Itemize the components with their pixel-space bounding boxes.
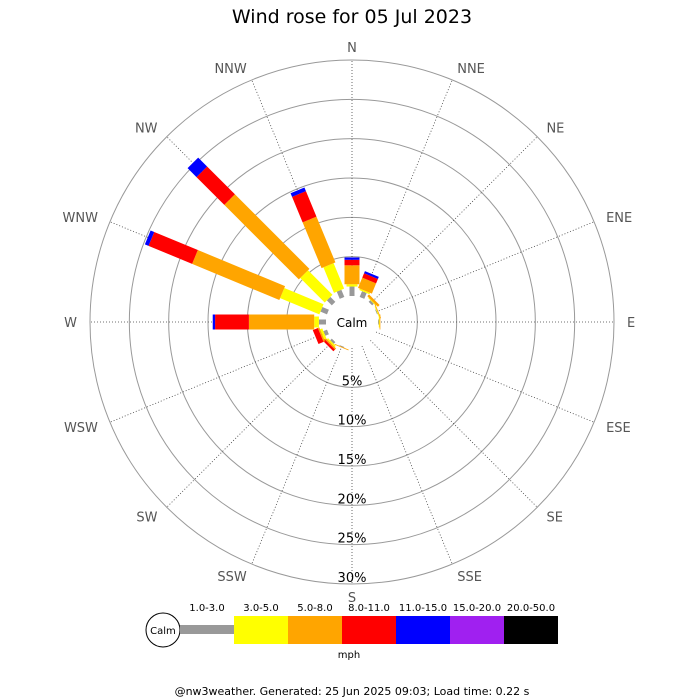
bar-NW-1.0-3.0 [326, 296, 336, 306]
direction-labels: N NNE NE ENE E ESE SE SSE S SSW SW WSW W WNW NW NNW [62, 41, 635, 606]
bar-NW-5.0-8.0 [224, 194, 310, 280]
calm-center: Calm [326, 296, 378, 348]
legend-label-15.0-20.0: 15.0-20.0 [453, 603, 501, 614]
bar-WSW-5.0-8.0 [317, 327, 326, 342]
bar-WNW-5.0-8.0 [192, 250, 286, 301]
bar-NW-8.0-11.0 [196, 166, 235, 205]
grid-ring [89, 59, 615, 585]
legend-swatch-8.0-11.0 [342, 616, 396, 644]
direction-label: N [347, 41, 357, 56]
footer-text: @nw3weather. Generated: 25 Jun 2025 09:0… [175, 685, 530, 698]
bar-NNE-5.0-8.0 [358, 277, 377, 294]
grid-spoke [166, 340, 334, 508]
bar-NNW-5.0-8.0 [302, 216, 336, 269]
bar-SW-5.0-8.0 [324, 337, 337, 350]
bar-NNW-11.0-15.0 [290, 187, 306, 197]
bar-WSW-3.0-5.0 [320, 328, 327, 340]
grid-spoke [251, 345, 343, 565]
bar-NE-1.0-3.0 [368, 300, 374, 306]
direction-label: NNE [457, 62, 485, 77]
speed-legend: Calm mph 1.0-3.0 3.0-5.0 5.0-8.0 8.0-11.0 11… [145, 603, 558, 661]
bar-NNE-8.0-11.0 [362, 273, 378, 284]
calm-label: Calm [337, 316, 368, 330]
legend-calm-label: Calm [150, 626, 176, 637]
bar-NNE-3.0-5.0 [359, 288, 371, 295]
bar-SW-1.0-3.0 [330, 338, 336, 344]
legend-swatch-5.0-8.0 [288, 616, 342, 644]
bar-WSW-1.0-3.0 [323, 329, 329, 336]
bar-SW-8.0-11.0 [322, 338, 336, 352]
bar-WNW-3.0-5.0 [280, 288, 324, 315]
direction-label: W [64, 316, 77, 331]
direction-label: E [627, 316, 635, 331]
chart-title: Wind rose for 05 Jul 2023 [232, 6, 472, 28]
legend-swatch-20.0-50.0 [504, 616, 558, 644]
legend-label-20.0-50.0: 20.0-50.0 [507, 603, 555, 614]
bar-NNW-3.0-5.0 [323, 263, 345, 293]
ring-label: 20% [338, 492, 367, 507]
legend-label-5.0-8.0: 5.0-8.0 [297, 603, 332, 614]
bar-NNW-8.0-11.0 [292, 191, 317, 223]
ring-label: 5% [342, 374, 363, 389]
bar-SW-3.0-5.0 [326, 338, 336, 348]
grid-spoke [370, 136, 538, 304]
direction-label: ENE [606, 211, 632, 226]
ring-label: 30% [338, 571, 367, 586]
legend-label-1.0-3.0: 1.0-3.0 [189, 603, 224, 614]
ring-labels: 5% 10% 15% 20% 25% 30% [338, 374, 367, 586]
direction-label: SE [546, 510, 562, 525]
bar-NW-11.0-15.0 [187, 157, 208, 178]
bar-WNW-8.0-11.0 [148, 231, 198, 264]
ring-label: 25% [338, 532, 367, 547]
grid-spoke [109, 331, 329, 423]
bar-WNW-1.0-3.0 [320, 307, 329, 315]
legend-swatch-3.0-5.0 [234, 616, 288, 644]
direction-label: SW [136, 510, 157, 525]
legend-swatch-15.0-20.0 [450, 616, 504, 644]
bars-layer [144, 157, 382, 352]
direction-label: S [348, 591, 356, 606]
grid-spoke [370, 340, 538, 508]
bar-NE-5.0-8.0 [367, 294, 380, 307]
bar-WNW-11.0-15.0 [144, 230, 155, 246]
direction-label: ESE [606, 421, 631, 436]
grid-spoke [361, 79, 453, 299]
bar-NW-3.0-5.0 [300, 270, 333, 303]
ring-label: 10% [338, 414, 367, 429]
direction-label: WSW [64, 421, 98, 436]
ring-label: 15% [338, 453, 367, 468]
legend-swatch-1.0-3.0 [180, 625, 234, 634]
direction-label: SSW [217, 570, 247, 585]
direction-label: NE [546, 122, 564, 137]
calm-circle [326, 296, 378, 348]
grid-spoke [361, 345, 453, 565]
legend-label-11.0-15.0: 11.0-15.0 [399, 603, 447, 614]
bar-NE-3.0-5.0 [368, 297, 377, 306]
bar-NNE-1.0-3.0 [359, 291, 367, 299]
legend-label-8.0-11.0: 8.0-11.0 [348, 603, 390, 614]
grid-spoke [375, 221, 595, 313]
grid-ring [128, 98, 576, 546]
bar-NNW-1.0-3.0 [336, 289, 345, 299]
direction-label: NNW [214, 62, 246, 77]
bar-WSW-8.0-11.0 [312, 328, 324, 344]
direction-label: SSE [457, 570, 482, 585]
bar-NNE-11.0-15.0 [364, 271, 379, 280]
grid-spoke [375, 331, 595, 423]
direction-label: WNW [62, 211, 98, 226]
direction-label: NW [135, 122, 158, 137]
legend-label-3.0-5.0: 3.0-5.0 [243, 603, 278, 614]
grid-ring [168, 138, 536, 506]
legend-swatch-11.0-15.0 [396, 616, 450, 644]
legend-units: mph [338, 650, 360, 661]
